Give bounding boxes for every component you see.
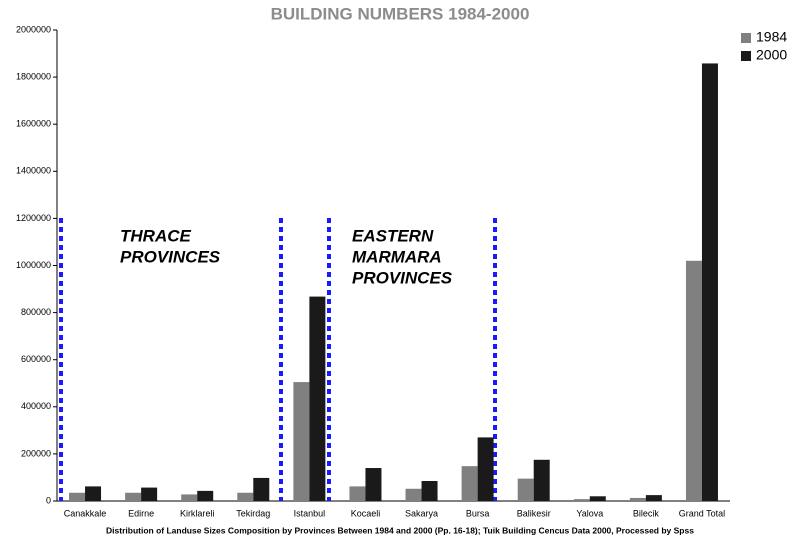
bar xyxy=(461,466,478,501)
legend-label: 2000 xyxy=(756,47,787,63)
bar xyxy=(181,494,198,501)
x-tick-label: Tekirdag xyxy=(236,508,270,518)
bar xyxy=(309,296,326,501)
y-tick-label: 1400000 xyxy=(16,166,51,176)
y-tick-label: 200000 xyxy=(21,448,51,458)
x-tick-label: Canakkale xyxy=(64,508,107,518)
bar xyxy=(573,499,590,501)
x-tick-label: Kocaeli xyxy=(351,508,381,518)
region-dividers xyxy=(59,218,497,501)
bar xyxy=(629,497,646,501)
bar xyxy=(349,486,366,501)
bar xyxy=(237,492,254,501)
bar xyxy=(645,495,662,501)
bar xyxy=(197,490,214,501)
y-tick-label: 0 xyxy=(46,495,51,505)
bar xyxy=(141,487,158,501)
y-tick-label: 1800000 xyxy=(16,71,51,81)
legend-swatch xyxy=(741,51,751,61)
footnote: Distribution of Landuse Sizes Compositio… xyxy=(106,525,694,535)
y-tick-label: 2000000 xyxy=(16,24,51,34)
x-tick-label: Bursa xyxy=(466,508,490,518)
y-tick-label: 400000 xyxy=(21,401,51,411)
annotation: THRACE xyxy=(120,226,191,245)
x-tick-label: Balikesir xyxy=(517,508,551,518)
annotation: PROVINCES xyxy=(120,247,221,266)
bar xyxy=(685,260,702,501)
bar xyxy=(125,492,142,501)
annotation: EASTERN xyxy=(352,226,434,245)
annotation: MARMARA xyxy=(352,247,442,266)
bar xyxy=(69,492,86,501)
bar xyxy=(293,382,310,501)
bar xyxy=(421,480,438,501)
y-tick-label: 1600000 xyxy=(16,119,51,129)
x-tick-label: Istanbul xyxy=(294,508,326,518)
bar xyxy=(253,477,270,501)
bar xyxy=(85,486,102,501)
y-tick-label: 1200000 xyxy=(16,213,51,223)
bar xyxy=(589,496,606,501)
legend-swatch xyxy=(741,33,751,43)
y-tick-label: 600000 xyxy=(21,354,51,364)
x-tick-label: Grand Total xyxy=(679,508,725,518)
bar xyxy=(405,488,422,501)
y-tick-label: 800000 xyxy=(21,307,51,317)
x-tick-label: Kirklareli xyxy=(180,508,215,518)
bar xyxy=(533,459,550,501)
chart-title: BUILDING NUMBERS 1984-2000 xyxy=(271,4,530,23)
legend-label: 1984 xyxy=(756,29,787,45)
bar xyxy=(365,468,382,501)
bar xyxy=(477,437,494,501)
x-tick-label: Yalova xyxy=(576,508,603,518)
bar xyxy=(701,63,718,501)
x-tick-label: Sakarya xyxy=(405,508,438,518)
annotation: PROVINCES xyxy=(352,268,453,287)
bar xyxy=(517,478,534,501)
y-tick-label: 1000000 xyxy=(16,260,51,270)
x-tick-label: Bilecik xyxy=(633,508,660,518)
x-tick-label: Edirne xyxy=(128,508,154,518)
